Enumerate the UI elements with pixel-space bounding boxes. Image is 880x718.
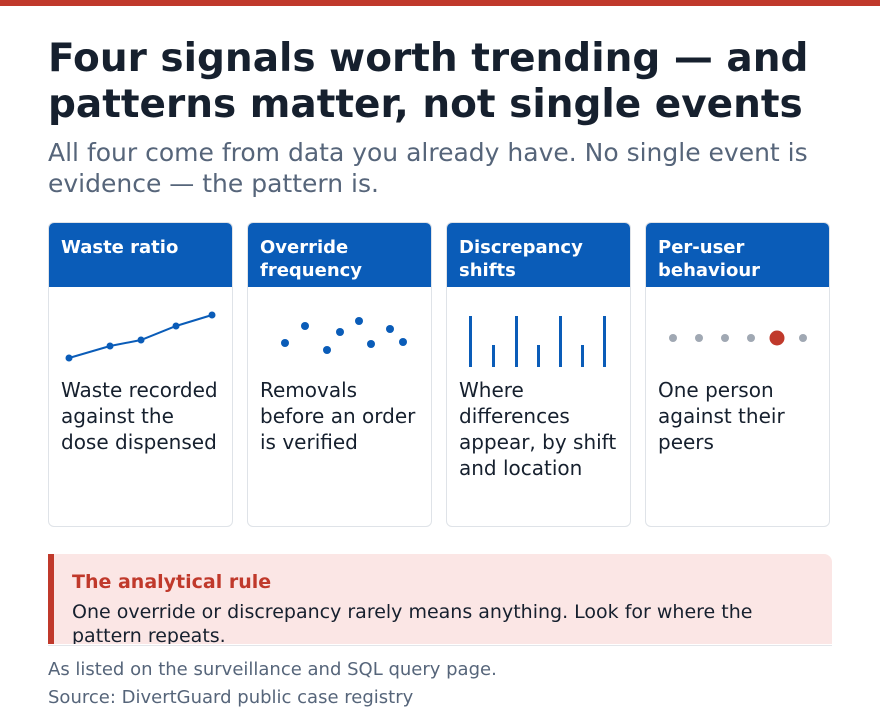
bar-spikes-icon: [469, 316, 606, 367]
card-title: Waste ratio: [49, 223, 232, 287]
card-description: Where differences appear, by shift and l…: [459, 378, 617, 480]
page-title: Four signals worth trending — and patter…: [48, 36, 809, 127]
rule-title: The analytical rule: [72, 571, 272, 593]
card-title: Discrepancy shifts: [447, 223, 630, 287]
rule-text: One override or discrepancy rarely means…: [72, 601, 753, 644]
trend-line-icon: [65, 311, 216, 362]
card-title: Per-user behaviour: [646, 223, 829, 287]
card-description: One person against their peers: [658, 378, 785, 454]
card-discrepancy-shifts: Discrepancy shifts Where differences app…: [446, 222, 631, 527]
footer-divider: [48, 645, 832, 646]
scatter-dots-icon: [281, 317, 407, 354]
footer-note: As listed on the surveillance and SQL qu…: [48, 659, 497, 680]
top-accent-bar: [0, 0, 880, 6]
card-description: Removals before an order is verified: [260, 378, 416, 454]
footer-source: Source: DivertGuard public case registry: [48, 687, 414, 708]
card-waste-ratio: Waste ratio Waste recorded against the d…: [48, 222, 233, 527]
card-title: Override frequency: [248, 223, 431, 287]
analytical-rule-callout: The analytical rule One override or disc…: [48, 554, 832, 644]
card-description: Waste recorded against the dose dispense…: [61, 378, 218, 454]
page-subtitle: All four come from data you already have…: [48, 138, 808, 198]
outlier-dot-icon: [669, 330, 807, 346]
card-override-frequency: Override frequency Removals before an or…: [247, 222, 432, 527]
card-per-user-behaviour: Per-user behaviour One person against th…: [645, 222, 830, 527]
